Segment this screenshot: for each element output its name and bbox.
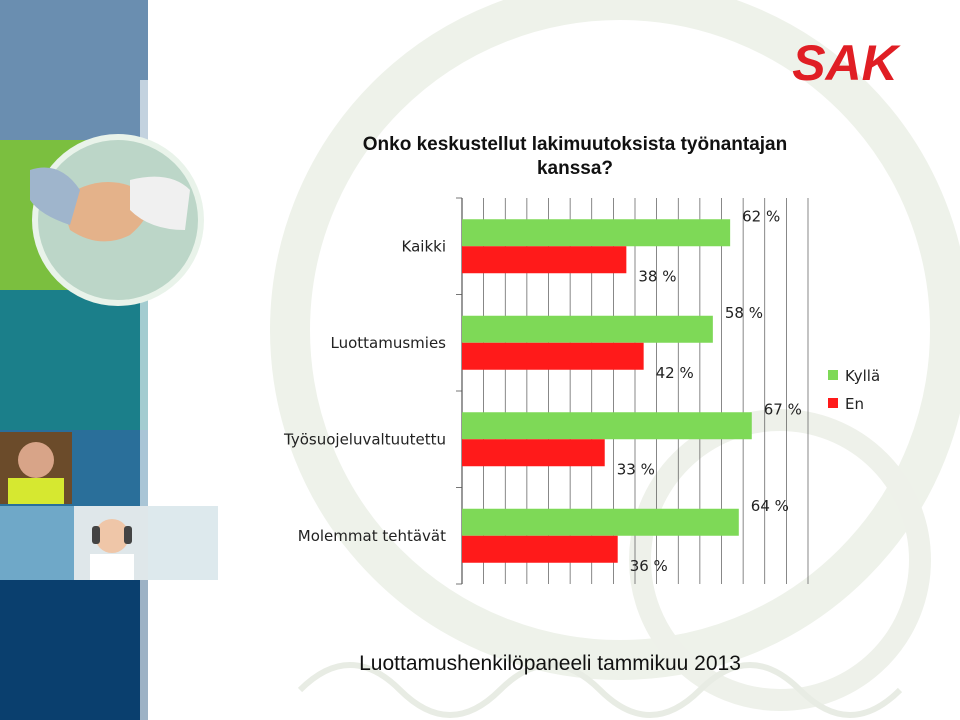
legend-swatch [828,398,838,408]
footer-text: Luottamushenkilöpaneeli tammikuu 2013 [359,652,741,675]
chart-title-line-1: Onko keskustellut lakimuutoksista työnan… [363,134,787,155]
bar-kylla [462,412,752,440]
chart-bars [462,219,752,563]
value-labels: 62 % 38 % 58 % 42 % 67 % 33 % 64 % 36 % [617,207,802,575]
chart-legend: Kyllä En [828,367,880,413]
data-label: 38 % [638,267,676,285]
category-label: Työsuojeluvaltuutettu [283,430,446,448]
bar-en [462,342,644,370]
bar-chart: Onko keskustellut lakimuutoksista työnan… [283,134,880,585]
bar-kylla [462,219,731,247]
bar-kylla [462,315,713,343]
handshake-photo [30,134,204,306]
legend-label: Kyllä [845,367,880,385]
data-label: 42 % [656,364,694,382]
data-label: 67 % [764,400,802,418]
bar-en [462,439,605,467]
category-label: Molemmat tehtävät [298,527,446,545]
sak-logo: SAK [792,35,901,91]
category-label: Luottamusmies [331,334,447,352]
bar-en [462,246,627,274]
left-sidebar [0,0,218,720]
data-label: 58 % [725,304,763,322]
data-label: 62 % [742,207,780,225]
chart-title-line-2: kanssa? [537,158,613,179]
worker-photo [0,432,72,504]
category-labels: Kaikki Luottamusmies Työsuojeluvaltuutettu… [283,237,446,545]
category-label: Kaikki [402,237,446,255]
bar-en [462,535,618,563]
data-label: 33 % [617,460,655,478]
woman-photo [74,506,148,580]
bar-kylla [462,508,739,536]
legend-label: En [845,395,864,413]
legend-swatch [828,370,838,380]
data-label: 64 % [751,497,789,515]
data-label: 36 % [630,557,668,575]
